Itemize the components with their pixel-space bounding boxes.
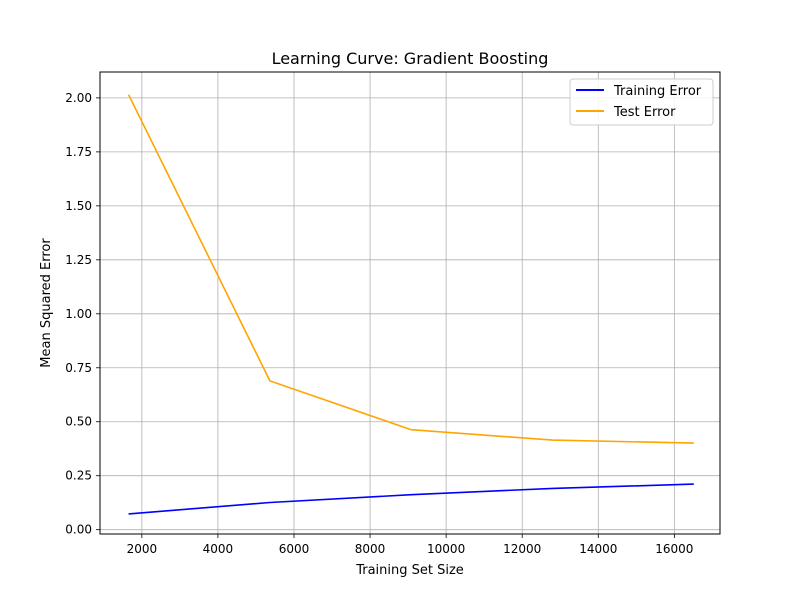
plot-area-frame bbox=[99, 71, 721, 535]
legend: Training Error Test Error bbox=[569, 78, 714, 126]
x-tick-label: 12000 bbox=[503, 542, 541, 556]
x-tick-label: 4000 bbox=[203, 542, 234, 556]
y-axis-label: Mean Squared Error bbox=[39, 238, 54, 368]
series-line-training-error bbox=[128, 483, 694, 515]
x-axis-ticks: 2000 4000 6000 8000 10000 12000 14000 16000 bbox=[127, 534, 693, 556]
y-tick-label: 0.25 bbox=[65, 469, 92, 483]
y-axis-ticks: 0.00 0.25 0.50 0.75 1.00 1.25 1.50 1.75 2.00 bbox=[65, 91, 100, 537]
y-tick-label: 1.75 bbox=[65, 145, 92, 159]
x-tick-label: 10000 bbox=[427, 542, 465, 556]
x-tick-label: 16000 bbox=[655, 542, 693, 556]
legend-box bbox=[569, 78, 714, 126]
x-tick-label: 6000 bbox=[279, 542, 310, 556]
y-tick-label: 1.25 bbox=[65, 253, 92, 267]
grid bbox=[100, 72, 720, 534]
x-axis-label: Training Set Size bbox=[355, 563, 464, 578]
y-tick-label: 1.50 bbox=[65, 199, 92, 213]
y-tick-label: 2.00 bbox=[65, 91, 92, 105]
x-tick-label: 14000 bbox=[579, 542, 617, 556]
y-tick-label: 0.75 bbox=[65, 361, 92, 375]
series-lines bbox=[127, 94, 694, 515]
legend-label-test-error: Test Error bbox=[613, 105, 676, 120]
x-tick-label: 8000 bbox=[355, 542, 386, 556]
y-tick-label: 0.50 bbox=[65, 415, 92, 429]
y-tick-label: 1.00 bbox=[65, 307, 92, 321]
x-tick-label: 2000 bbox=[127, 542, 158, 556]
legend-label-training-error: Training Error bbox=[613, 84, 702, 99]
y-tick-label: 0.00 bbox=[65, 523, 92, 537]
series-line-test-error bbox=[127, 94, 694, 444]
chart-title: Learning Curve: Gradient Boosting bbox=[272, 49, 549, 68]
